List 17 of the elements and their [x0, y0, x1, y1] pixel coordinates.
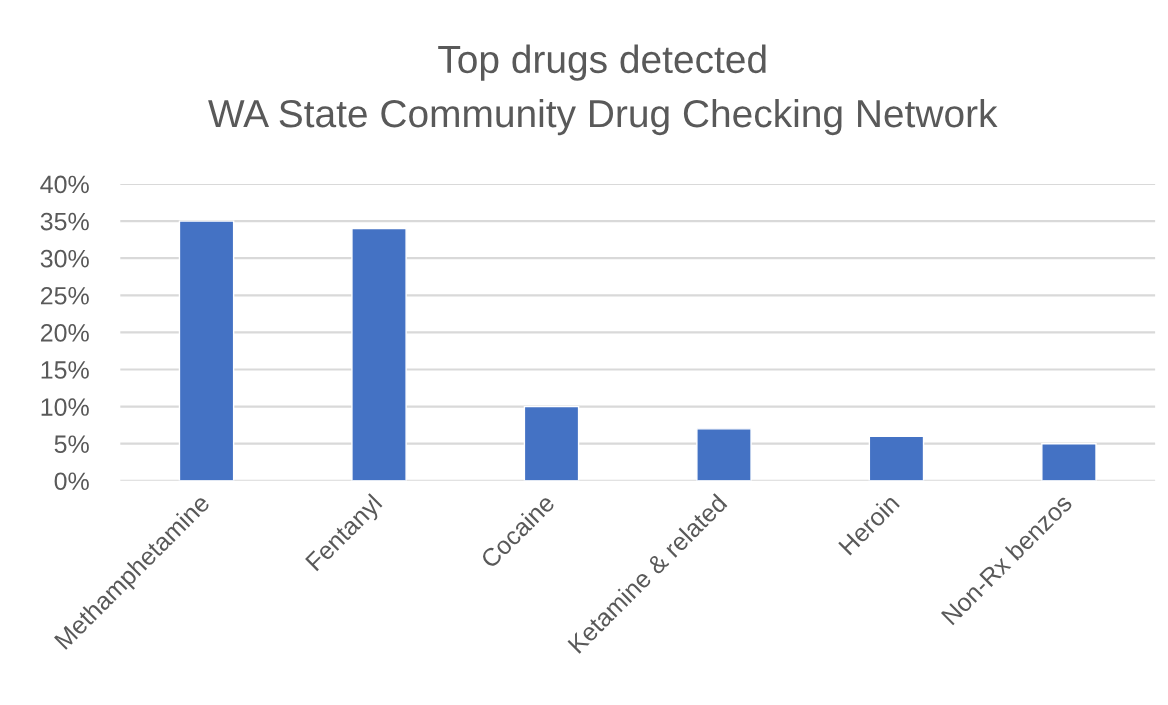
chart-title: Top drugs detected: [438, 44, 766, 81]
y-tick-label: 5%: [54, 435, 89, 454]
y-tick-label: 20%: [40, 324, 89, 342]
bar: [868, 435, 925, 481]
y-tick-label: 40%: [40, 175, 89, 194]
bar: [696, 428, 752, 481]
chart-subtitle: WA State Community Drug Checking Network: [208, 98, 998, 136]
bar: [1041, 443, 1097, 481]
y-tick-label: 25%: [40, 286, 89, 305]
y-tick-label: 15%: [41, 361, 89, 379]
bar: [351, 227, 407, 481]
bar: [178, 220, 235, 481]
y-tick-label: 30%: [40, 249, 89, 268]
y-tick-label: 0%: [54, 472, 89, 491]
y-tick-label: 10%: [41, 398, 89, 416]
bar: [523, 405, 580, 481]
y-tick-label: 35%: [40, 212, 89, 231]
